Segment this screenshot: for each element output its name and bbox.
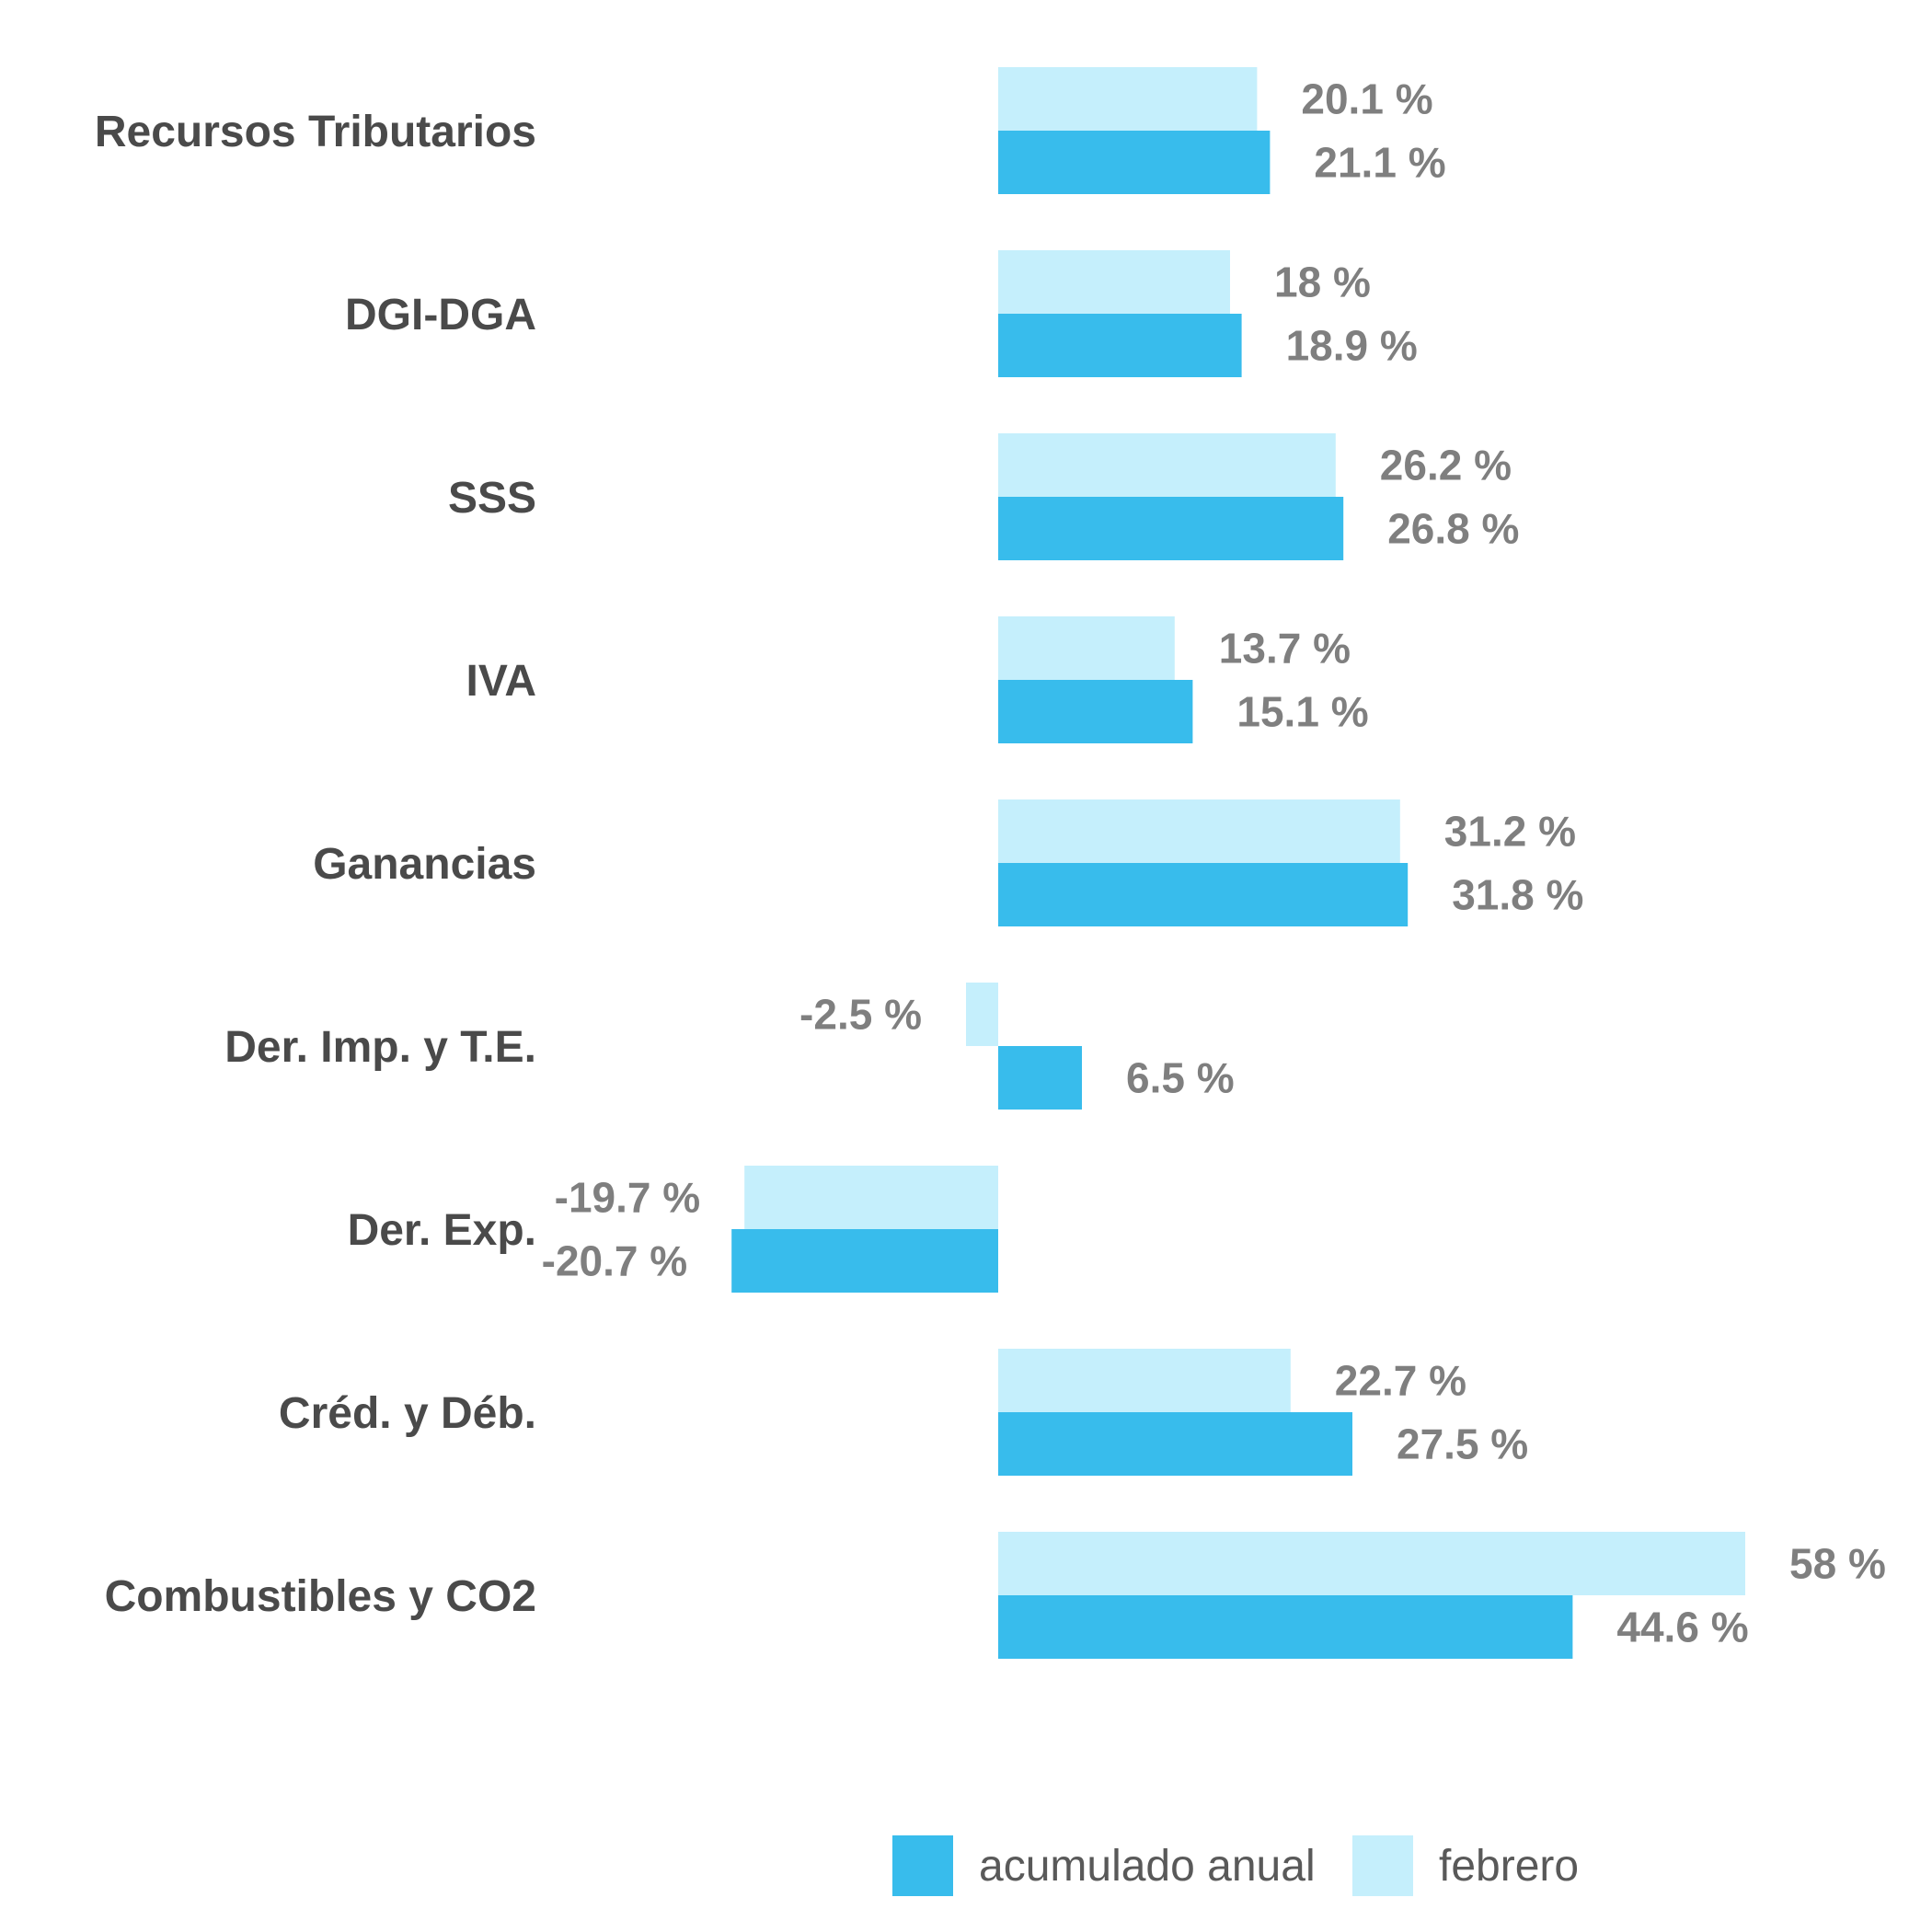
bar-acumulado-anual — [998, 1595, 1573, 1659]
category-label: Der. Imp. y T.E. — [224, 1023, 536, 1072]
value-label: 31.2 % — [1444, 808, 1576, 856]
legend-label: febrero — [1439, 1842, 1579, 1891]
bar-acumulado-anual — [998, 314, 1242, 377]
bar-acumulado-anual — [998, 680, 1193, 743]
bar-febrero — [966, 983, 998, 1046]
value-label: 13.7 % — [1219, 625, 1351, 673]
category-label: Créd. y Déb. — [279, 1389, 536, 1438]
value-label: 27.5 % — [1397, 1420, 1528, 1468]
bar-febrero — [998, 250, 1230, 314]
value-label: -2.5 % — [799, 991, 922, 1039]
category-label: IVA — [466, 657, 536, 706]
legend-swatch — [892, 1835, 953, 1896]
value-label: 22.7 % — [1335, 1357, 1466, 1405]
category-label: SSS — [448, 474, 536, 523]
category-label: Der. Exp. — [348, 1206, 536, 1255]
value-label: 26.8 % — [1387, 505, 1519, 553]
value-label: 15.1 % — [1236, 688, 1368, 736]
category-label: DGI-DGA — [345, 291, 536, 339]
value-label: 31.8 % — [1452, 871, 1583, 919]
value-label: -19.7 % — [555, 1174, 701, 1222]
category-labels: Recursos Tributarios DGI-DGA SSS IVA Gananci… — [95, 108, 536, 1621]
bar-febrero — [998, 1349, 1291, 1412]
bar-acumulado-anual — [998, 131, 1271, 194]
value-label: 26.2 % — [1380, 442, 1512, 489]
value-label: 18.9 % — [1286, 322, 1418, 370]
bar-febrero — [998, 67, 1258, 131]
value-label: 58 % — [1789, 1540, 1886, 1588]
bar-febrero — [998, 799, 1400, 863]
bar-febrero — [744, 1166, 998, 1229]
category-label: Combustibles y CO2 — [105, 1572, 536, 1621]
bar-febrero — [998, 1532, 1745, 1595]
bar-febrero — [998, 616, 1175, 680]
value-label: 18 % — [1274, 259, 1371, 306]
bars — [731, 67, 1745, 1659]
value-labels: 20.1 % 21.1 % 18 % 18.9 % 26.2 % 26.8 % 13.7 %… — [542, 75, 1886, 1651]
legend-swatch — [1352, 1835, 1413, 1896]
category-label: Recursos Tributarios — [95, 108, 536, 156]
value-label: 20.1 % — [1301, 75, 1432, 123]
legend: acumulado anual febrero — [892, 1835, 1579, 1896]
value-label: 44.6 % — [1616, 1604, 1748, 1651]
value-label: 6.5 % — [1126, 1054, 1235, 1102]
bar-acumulado-anual — [998, 497, 1344, 560]
value-label: 21.1 % — [1314, 139, 1445, 187]
bar-acumulado-anual — [998, 1412, 1352, 1476]
bar-acumulado-anual — [731, 1229, 998, 1293]
value-label: -20.7 % — [542, 1237, 688, 1285]
bar-acumulado-anual — [998, 1046, 1082, 1110]
bar-febrero — [998, 433, 1336, 497]
category-label: Ganancias — [313, 840, 536, 889]
legend-label: acumulado anual — [979, 1842, 1316, 1891]
bar-acumulado-anual — [998, 863, 1409, 926]
